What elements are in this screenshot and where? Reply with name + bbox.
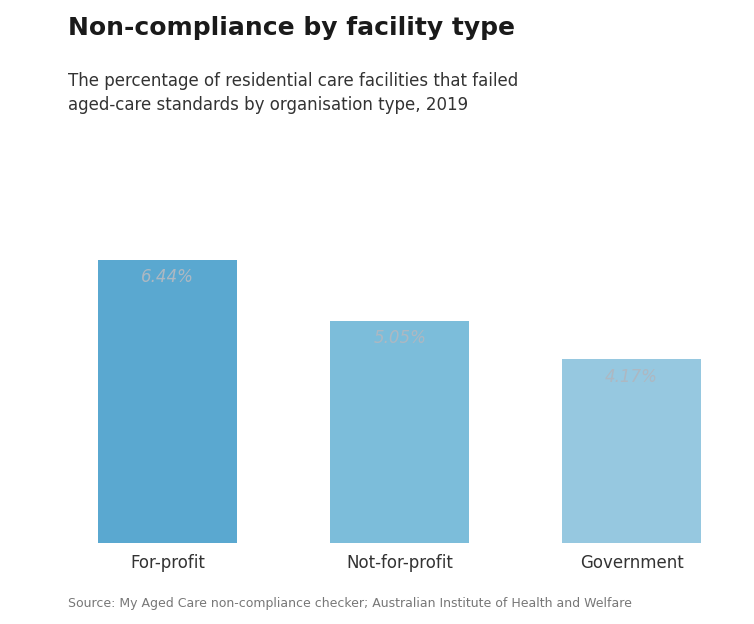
Bar <box>98 260 238 543</box>
Text: Source: My Aged Care non-compliance checker; Australian Institute of Health and : Source: My Aged Care non-compliance chec… <box>68 597 632 610</box>
Text: 5.05%: 5.05% <box>373 329 426 348</box>
Text: The percentage of residential care facilities that failed
aged-care standards by: The percentage of residential care facil… <box>68 72 518 114</box>
Text: 6.44%: 6.44% <box>141 268 194 286</box>
Text: Non-compliance by facility type: Non-compliance by facility type <box>68 16 515 39</box>
Bar <box>330 321 469 543</box>
Bar <box>562 359 701 543</box>
Text: 4.17%: 4.17% <box>605 368 658 386</box>
